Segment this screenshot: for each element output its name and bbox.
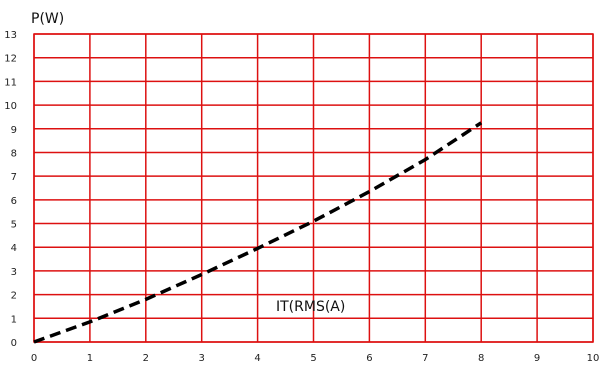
x-tick-label: 8 [478,353,484,364]
series-layer [33,121,483,344]
y-tick-label: 1 [11,314,17,325]
y-tick-label: 6 [11,196,17,207]
y-tick-label: 9 [11,125,17,136]
x-axis-title: IT(RMS(A) [276,299,345,315]
y-tick-label: 3 [11,267,17,278]
x-tick-label: 5 [310,353,316,364]
y-tick-label: 10 [4,101,17,112]
x-tick-label: 1 [87,353,93,364]
x-tick-label: 3 [199,353,205,364]
y-tick-label: 0 [11,338,17,349]
y-axis-title: P(W) [31,11,64,27]
y-tick-label: 4 [11,243,17,254]
x-tick-label: 0 [31,353,37,364]
x-tick-label: 9 [534,353,540,364]
y-tick-label: 7 [11,172,17,183]
y-tick-label: 8 [11,148,17,159]
y-tick-label: 2 [11,291,17,302]
y-tick-label: 11 [4,77,17,88]
y-tick-label: 5 [11,220,17,231]
grid-lines [33,33,594,343]
x-tick-label: 4 [254,353,260,364]
x-tick-label: 10 [587,353,600,364]
x-tick-label: 2 [143,353,149,364]
x-tick-label: 6 [366,353,372,364]
y-tick-label: 13 [4,30,17,41]
plot-frame [33,33,594,343]
y-tick-label: 12 [4,54,17,65]
power-curve-line [33,121,483,344]
x-tick-label: 7 [422,353,428,364]
